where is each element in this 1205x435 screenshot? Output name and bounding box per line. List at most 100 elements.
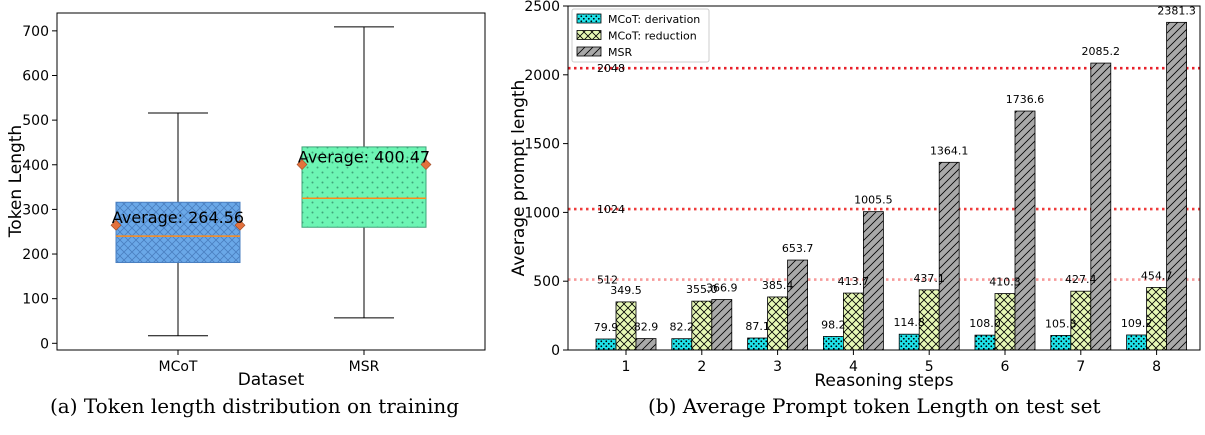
data-label: 454.7 (1141, 269, 1173, 282)
data-label: 114.8 (893, 316, 925, 329)
data-label: 108.0 (969, 317, 1001, 330)
box-hatch (301, 146, 427, 228)
x-tick-label-b: 1 (622, 359, 631, 375)
data-label: 1364.1 (930, 144, 969, 157)
legend-swatch-hatch (576, 13, 602, 24)
plot-frame-a (56, 12, 486, 351)
y-tick-label-a: 500 (22, 113, 49, 129)
reference-line-label: 1024 (597, 203, 625, 216)
y-axis-label-a: Token Length (6, 125, 26, 238)
x-axis-label-b: Reasoning steps (814, 371, 953, 391)
x-tick-label-a: MCoT (159, 359, 198, 375)
data-label: 410.3 (989, 276, 1021, 289)
figure: 0 100 200 300 400 500 600 700 Average: 264.56 Av… (6, 0, 1201, 391)
bar-outline (747, 337, 768, 351)
data-label: 82.9 (634, 321, 659, 334)
bar-outline (767, 296, 788, 351)
y-tick-label-b: 0 (551, 343, 560, 359)
data-label: 98.2 (821, 318, 846, 331)
data-label: 82.2 (670, 321, 695, 334)
bar-outline (938, 161, 960, 351)
x-axis-label-a: Dataset (238, 370, 305, 390)
mean-marker (420, 159, 432, 170)
x-tick-label-a: MSR (349, 359, 380, 375)
data-label: 413.7 (838, 275, 870, 288)
legend-swatch-hatch (576, 30, 602, 40)
data-label: 366.9 (706, 282, 738, 295)
bar-chart: 2048 1024 512 0 500 1000 1500 2000 2500 1 2 3 4 5 6 7… (509, 0, 1201, 391)
bar-outline (1126, 334, 1147, 351)
reference-line-label: 512 (597, 274, 618, 287)
legend-swatch-hatch (576, 46, 602, 57)
y-axis-b: 0 500 1000 1500 2000 2500 (524, 0, 568, 359)
x-tick-label-b: 6 (1001, 359, 1010, 375)
y-tick-label-b: 500 (533, 274, 560, 290)
data-label: 653.7 (782, 242, 814, 255)
data-label: 2381.3 (1157, 4, 1196, 17)
data-label: 2085.2 (1082, 45, 1121, 58)
bar-outline (1090, 62, 1112, 351)
caption-b: (b) Average Prompt token Length on test … (648, 394, 1101, 418)
x-tick-label-b: 7 (1076, 359, 1085, 375)
data-label: 355.0 (686, 283, 718, 296)
data-label: 1005.5 (854, 194, 893, 207)
bar-outline (671, 338, 693, 351)
mean-marker (296, 159, 308, 170)
legend-label: MCoT: derivation (608, 13, 700, 26)
x-axis-a: MCoT MSR (159, 350, 380, 375)
bar-outline (843, 292, 864, 351)
mean-marker (234, 219, 246, 231)
x-tick-label-b: 2 (697, 359, 706, 375)
y-axis-a: 0 100 200 300 400 500 600 700 (22, 24, 57, 352)
bar-outline (1050, 335, 1072, 351)
y-tick-label-b: 1500 (524, 137, 560, 153)
bar-outline (635, 338, 657, 351)
bar-outline (1166, 21, 1187, 351)
x-tick-label-b: 5 (925, 359, 934, 375)
mean-marker (110, 219, 122, 231)
bar-outline (974, 334, 996, 351)
y-axis-label-b: Average prompt length (509, 80, 529, 277)
legend-label: MSR (608, 46, 632, 59)
reference-line-label: 2048 (597, 62, 625, 75)
y-tick-label-a: 400 (22, 158, 49, 174)
box-hatch (115, 201, 241, 264)
reference-lines: 2048 1024 512 (568, 62, 1200, 287)
x-tick-label-b: 4 (849, 359, 858, 375)
legend-box (571, 8, 710, 63)
y-tick-label-a: 600 (22, 68, 49, 84)
caption-a: (a) Token length distribution on trainin… (50, 394, 460, 418)
plot-frame-b (567, 5, 1201, 351)
bar-outline (711, 299, 733, 351)
mean-label: Average: 400.47 (298, 148, 430, 167)
data-label: 79.9 (594, 321, 619, 334)
x-axis-b: 1 2 3 4 5 6 7 8 (622, 350, 1161, 375)
data-label: 109.2 (1121, 317, 1153, 330)
y-tick-label-b: 2000 (524, 68, 560, 84)
data-label: 427.4 (1065, 273, 1097, 286)
y-tick-label-a: 300 (22, 202, 49, 218)
data-label: 385.4 (762, 279, 794, 292)
mean-label: Average: 264.56 (112, 208, 244, 227)
data-label: 105.8 (1045, 317, 1077, 330)
y-tick-label-a: 0 (40, 336, 49, 352)
legend-label: MCoT: reduction (608, 30, 697, 43)
y-tick-label-b: 2500 (524, 0, 560, 15)
data-label: 87.1 (745, 320, 770, 333)
data-label: 437.1 (913, 272, 945, 285)
data-label: 1736.6 (1006, 93, 1045, 106)
y-tick-label-a: 100 (22, 292, 49, 308)
data-label: 349.5 (610, 284, 642, 297)
bar-outline (1014, 110, 1036, 351)
bars (595, 21, 1187, 351)
bar-outline (898, 333, 920, 351)
y-tick-label-a: 200 (22, 247, 49, 263)
bar-outline (823, 336, 844, 351)
bar-outline (595, 338, 617, 351)
box-plot-chart: 0 100 200 300 400 500 600 700 Average: 264.56 Av… (6, 12, 486, 390)
bar-outline (787, 259, 808, 351)
legend: MCoT: derivation MCoT: reduction MSR (571, 8, 710, 63)
bar-outline (691, 300, 713, 351)
y-tick-label-a: 700 (22, 24, 49, 40)
